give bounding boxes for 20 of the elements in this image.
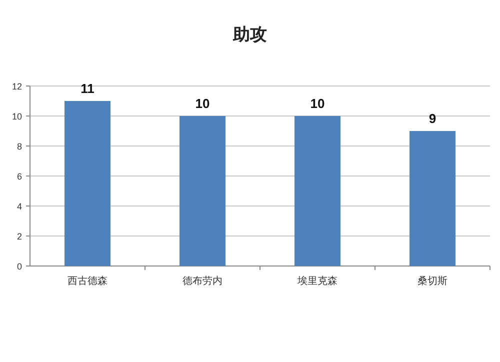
data-label: 10 [195, 96, 210, 111]
chart-title: 助攻 [232, 25, 267, 44]
y-tick-label: 2 [16, 232, 22, 242]
bar [64, 101, 110, 266]
y-tick-label: 10 [12, 112, 22, 122]
data-label: 9 [428, 111, 436, 126]
bar [180, 116, 226, 266]
data-label: 10 [310, 96, 325, 111]
x-tick-label: 埃里克森 [296, 275, 338, 287]
y-tick-label: 12 [12, 82, 22, 92]
y-tick-label: 0 [16, 262, 22, 272]
data-label: 11 [80, 81, 94, 96]
y-tick-label: 8 [16, 142, 22, 152]
x-tick-label: 德布劳内 [182, 275, 222, 287]
bar [294, 116, 340, 266]
bar [410, 131, 456, 266]
x-tick-label: 桑切斯 [418, 275, 448, 287]
y-tick-label: 4 [16, 202, 22, 212]
x-tick-label: 西古德森 [68, 275, 108, 287]
y-tick-label: 6 [16, 172, 22, 182]
